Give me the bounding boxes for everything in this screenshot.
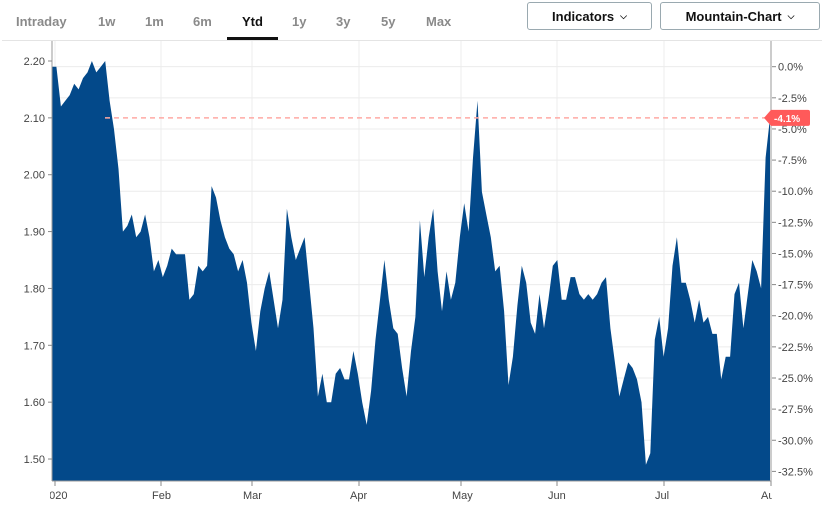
y2-tick-label: -32.5% <box>778 466 813 478</box>
active-tab-indicator <box>227 37 278 40</box>
x-tick-label: Jul <box>655 490 669 502</box>
chart-type-dropdown[interactable]: Mountain-Chart ⌵ <box>660 2 820 30</box>
y2-tick-label: -20.0% <box>778 311 813 323</box>
x-tick-label: Feb <box>152 490 171 502</box>
divider <box>2 40 822 41</box>
x-tick-label: Apr <box>350 490 367 502</box>
y2-tick-label: -7.5% <box>778 155 807 167</box>
x-tick-label: Au <box>761 490 774 502</box>
y2-tick-label: -12.5% <box>778 217 813 229</box>
y-tick-label: 1.70 <box>24 340 45 352</box>
y2-tick-label: -30.0% <box>778 435 813 447</box>
x-tick-label: Jun <box>548 490 566 502</box>
y-tick-label: 1.90 <box>24 227 45 239</box>
y2-tick-label: -25.0% <box>778 373 813 385</box>
y2-tick-label: -2.5% <box>778 93 807 105</box>
current-value-badge: -4.1% <box>764 109 810 126</box>
tab-1m[interactable]: 1m <box>145 14 164 29</box>
tab-6m[interactable]: 6m <box>193 14 212 29</box>
y-tick-label: 2.10 <box>24 113 45 125</box>
y2-tick-label: -5.0% <box>778 124 807 136</box>
tab-intraday[interactable]: Intraday <box>16 14 67 29</box>
y-tick-label: 2.00 <box>24 170 45 182</box>
chart-type-label: Mountain-Chart <box>685 8 782 24</box>
y2-tick-label: -15.0% <box>778 248 813 260</box>
y2-tick-label: -17.5% <box>778 280 813 292</box>
y2-tick-label: -27.5% <box>778 404 813 416</box>
y2-tick-label: -22.5% <box>778 342 813 354</box>
tab-1y[interactable]: 1y <box>292 14 307 29</box>
y-tick-label: 1.60 <box>24 397 45 409</box>
y2-tick-label: 0.0% <box>778 62 803 74</box>
tab-max[interactable]: Max <box>426 14 452 29</box>
indicators-label: Indicators <box>552 8 615 24</box>
tab-ytd[interactable]: Ytd <box>242 14 263 29</box>
tab-1w[interactable]: 1w <box>98 14 116 29</box>
range-tabs: Intraday 1w 1m 6m Ytd 1y 3y 5y Max <box>0 0 520 40</box>
tab-5y[interactable]: 5y <box>381 14 396 29</box>
x-tick-label: May <box>452 490 473 502</box>
chevron-down-icon: ⌵ <box>787 10 795 21</box>
chevron-down-icon: ⌵ <box>620 10 627 21</box>
indicators-button[interactable]: Indicators ⌵ <box>527 2 652 30</box>
y-tick-label: 2.20 <box>24 56 45 68</box>
x-tick-label: Mar <box>243 490 262 502</box>
y-tick-label: 1.80 <box>24 283 45 295</box>
y-tick-label: 1.50 <box>24 454 45 466</box>
price-area <box>52 61 770 481</box>
tab-3y[interactable]: 3y <box>336 14 351 29</box>
y2-tick-label: -10.0% <box>778 186 813 198</box>
x-tick-label: 2020 <box>43 490 67 502</box>
current-value-label: -4.1% <box>774 114 800 125</box>
